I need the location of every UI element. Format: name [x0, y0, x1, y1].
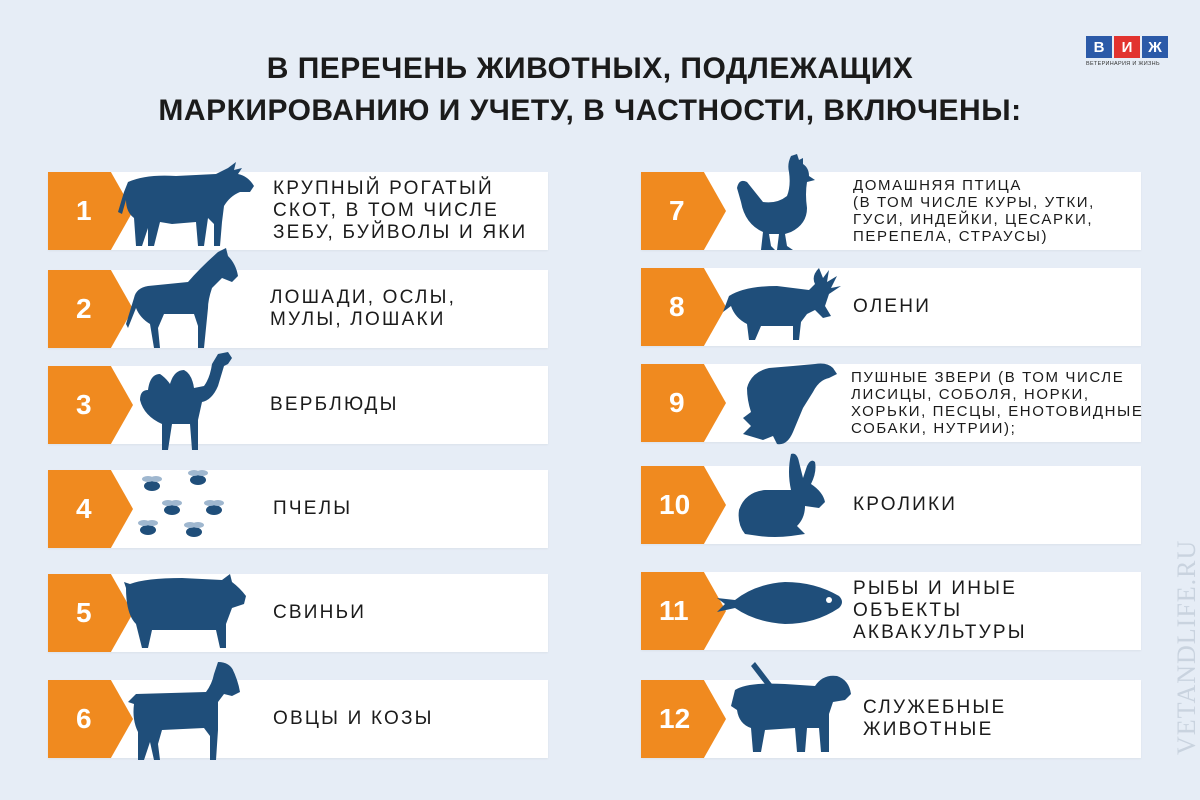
- item-label-line: ЛОШАДИ, ОСЛЫ,: [270, 287, 457, 308]
- item-number: 6: [48, 680, 133, 758]
- goat-icon: [128, 662, 240, 760]
- list-item-12: 12 СЛУЖЕБНЫЕ ЖИВОТНЫЕ: [641, 662, 1141, 758]
- horse-icon: [126, 248, 238, 348]
- list-item-4: 4 ПЧЕЛЫ: [48, 470, 548, 548]
- item-label: ПУШНЫЕ ЗВЕРИ (В ТОМ ЧИСЛЕ ЛИСИЦЫ, СОБОЛЯ…: [851, 364, 1144, 442]
- item-number: 5: [48, 574, 133, 652]
- list-item-7: 7 ДОМАШНЯЯ ПТИЦА (В ТОМ ЧИСЛЕ КУРЫ, УТКИ…: [641, 154, 1141, 250]
- item-label: РЫБЫ И ИНЫЕ ОБЪЕКТЫ АКВАКУЛЬТУРЫ: [853, 572, 1027, 650]
- rabbit-icon: [738, 453, 825, 537]
- list-item-2: 2 ЛОШАДИ, ОСЛЫ, МУЛЫ, ЛОШАКИ: [48, 248, 548, 348]
- watermark: VETANDLIFE.RU: [1172, 539, 1200, 755]
- list-item-6: 6 ОВЦЫ И КОЗЫ: [48, 662, 548, 760]
- list-item-10: 10 КРОЛИКИ: [641, 453, 1141, 544]
- item-label-line: (В ТОМ ЧИСЛЕ КУРЫ, УТКИ,: [853, 194, 1095, 211]
- item-label-line: ДОМАШНЯЯ ПТИЦА: [853, 177, 1022, 194]
- title-line-1: В ПЕРЕЧЕНЬ ЖИВОТНЫХ, ПОДЛЕЖАЩИХ: [266, 52, 914, 85]
- item-label-line: АКВАКУЛЬТУРЫ: [853, 622, 1027, 643]
- logo-letters: В И Ж: [1086, 36, 1176, 58]
- deer-icon: [723, 268, 841, 340]
- cow-icon: [118, 162, 254, 246]
- logo-letter-3: Ж: [1142, 36, 1168, 58]
- item-label-line: ЗЕБУ, БУЙВОЛЫ И ЯКИ: [273, 222, 528, 243]
- pig-icon: [124, 574, 246, 648]
- page-title: В ПЕРЕЧЕНЬ ЖИВОТНЫХ, ПОДЛЕЖАЩИХ МАРКИРОВ…: [0, 48, 1180, 132]
- item-label-line: ЖИВОТНЫЕ: [863, 719, 994, 740]
- logo-letter-1: В: [1086, 36, 1112, 58]
- item-label-line: ЛИСИЦЫ, СОБОЛЯ, НОРКИ,: [851, 386, 1090, 403]
- list-item-8: 8 ОЛЕНИ: [641, 268, 1141, 346]
- logo-subtitle: ВЕТЕРИНАРИЯ И ЖИЗНЬ: [1086, 61, 1160, 67]
- item-number: 10: [641, 466, 726, 544]
- fish-icon: [717, 582, 842, 624]
- item-label: КРОЛИКИ: [853, 466, 957, 544]
- logo-letter-2: И: [1114, 36, 1140, 58]
- item-label: ОЛЕНИ: [853, 268, 931, 346]
- item-label: ПЧЕЛЫ: [273, 470, 352, 548]
- item-label: ОВЦЫ И КОЗЫ: [273, 680, 434, 758]
- item-label: ЛОШАДИ, ОСЛЫ, МУЛЫ, ЛОШАКИ: [270, 270, 456, 348]
- item-label: ВЕРБЛЮДЫ: [270, 366, 399, 444]
- item-label-line: РЫБЫ И ИНЫЕ: [853, 578, 1018, 599]
- item-label-line: КРОЛИКИ: [853, 494, 958, 515]
- item-label: СВИНЬИ: [273, 574, 366, 652]
- item-label-line: СЛУЖЕБНЫЕ: [863, 697, 1007, 718]
- item-label: КРУПНЫЙ РОГАТЫЙ СКОТ, В ТОМ ЧИСЛЕ ЗЕБУ, …: [273, 172, 527, 250]
- item-label-line: ОБЪЕКТЫ: [853, 600, 963, 621]
- camel-icon: [140, 352, 232, 450]
- item-label: ДОМАШНЯЯ ПТИЦА (В ТОМ ЧИСЛЕ КУРЫ, УТКИ, …: [853, 172, 1095, 250]
- item-label-line: СВИНЬИ: [273, 602, 367, 623]
- item-number: 7: [641, 172, 726, 250]
- item-number: 2: [48, 270, 133, 348]
- bees-icon: [138, 470, 224, 537]
- item-number: 12: [641, 680, 726, 758]
- list-item-11: 11 РЫБЫ И ИНЫЕ ОБЪЕКТЫ АКВАКУЛЬТУРЫ: [641, 572, 1141, 650]
- list-item-9: 9 ПУШНЫЕ ЗВЕРИ (В ТОМ ЧИСЛЕ ЛИСИЦЫ, СОБО…: [641, 363, 1144, 445]
- item-number: 11: [641, 572, 726, 650]
- list-item-1: 1 КРУПНЫЙ РОГАТЫЙ СКОТ, В ТОМ ЧИСЛЕ ЗЕБУ…: [48, 162, 548, 250]
- item-label-line: ПУШНЫЕ ЗВЕРИ (В ТОМ ЧИСЛЕ: [851, 369, 1125, 386]
- item-label-line: ПЕРЕПЕЛА, СТРАУСЫ): [853, 228, 1049, 245]
- list-item-3: 3 ВЕРБЛЮДЫ: [48, 352, 548, 450]
- logo: В И Ж ВЕТЕРИНАРИЯ И ЖИЗНЬ: [1086, 36, 1176, 67]
- item-label-line: СКОТ, В ТОМ ЧИСЛЕ: [273, 200, 499, 221]
- item-label-line: ХОРЬКИ, ПЕСЦЫ, ЕНОТОВИДНЫЕ: [851, 403, 1144, 420]
- item-label-line: МУЛЫ, ЛОШАКИ: [270, 309, 446, 330]
- item-number: 3: [48, 366, 133, 444]
- item-label: СЛУЖЕБНЫЕ ЖИВОТНЫЕ: [863, 680, 1006, 758]
- item-number: 9: [641, 364, 726, 442]
- item-label-line: КРУПНЫЙ РОГАТЫЙ: [273, 178, 494, 199]
- rooster-icon: [737, 154, 815, 250]
- ferret-icon: [743, 363, 837, 445]
- item-number: 4: [48, 470, 133, 548]
- item-label-line: ПЧЕЛЫ: [273, 498, 353, 519]
- item-number: 8: [641, 268, 726, 346]
- title-line-2: МАРКИРОВАНИЮ И УЧЕТУ, В ЧАСТНОСТИ, ВКЛЮЧ…: [158, 94, 1022, 127]
- item-label-line: СОБАКИ, НУТРИИ);: [851, 420, 1017, 437]
- service-dog-icon: [731, 662, 851, 752]
- item-label-line: ОВЦЫ И КОЗЫ: [273, 708, 434, 729]
- list-item-5: 5 СВИНЬИ: [48, 574, 548, 652]
- item-label-line: ГУСИ, ИНДЕЙКИ, ЦЕСАРКИ,: [853, 211, 1094, 228]
- item-label-line: ВЕРБЛЮДЫ: [270, 394, 399, 415]
- item-label-line: ОЛЕНИ: [853, 296, 932, 317]
